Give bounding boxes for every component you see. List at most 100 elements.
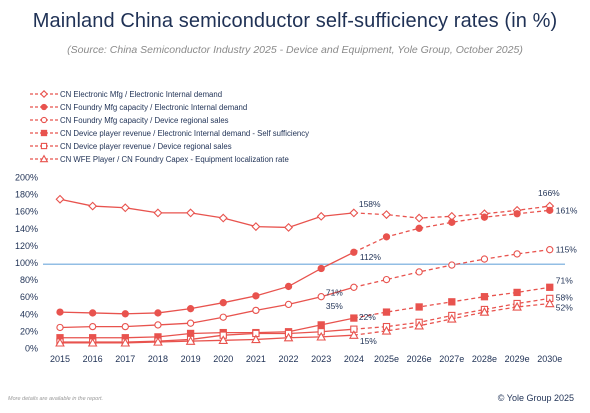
data-point xyxy=(414,213,424,223)
data-label: 115% xyxy=(556,245,578,255)
data-label: 71% xyxy=(556,275,573,285)
x-tick-label: 2016 xyxy=(83,354,103,364)
data-point xyxy=(381,325,392,335)
y-tick-label: 160% xyxy=(15,207,38,217)
y-tick-label: 0% xyxy=(25,344,38,354)
data-label: 58% xyxy=(556,292,573,302)
data-point xyxy=(284,222,294,232)
legend-item: CN Device player revenue / Electronic In… xyxy=(30,129,309,138)
y-tick-label: 200% xyxy=(15,173,38,183)
data-label: 35% xyxy=(326,301,343,311)
legend-item: CN WFE Player / CN Foundry Capex - Equip… xyxy=(30,154,289,164)
series-4 xyxy=(56,283,554,342)
data-label: 112% xyxy=(360,252,382,262)
data-point xyxy=(349,208,359,218)
data-point xyxy=(252,306,260,315)
data-point xyxy=(153,208,163,218)
data-point xyxy=(415,268,423,276)
data-point xyxy=(513,288,521,297)
data-point xyxy=(382,308,391,316)
x-tick-label: 2017 xyxy=(115,354,135,364)
x-tick-label: 2019 xyxy=(181,354,201,364)
data-point xyxy=(186,305,195,313)
data-point xyxy=(121,310,129,318)
series-line-actual xyxy=(59,198,354,229)
data-point xyxy=(316,211,326,221)
y-tick-label: 140% xyxy=(15,224,38,234)
legend-label: CN Foundry Mfg capacity / Electronic Int… xyxy=(60,103,247,112)
data-point xyxy=(186,208,196,218)
data-point xyxy=(251,222,261,232)
data-point xyxy=(154,321,162,329)
data-point xyxy=(350,283,358,291)
data-point xyxy=(121,322,129,331)
series-3 xyxy=(56,246,554,332)
data-point xyxy=(89,309,97,317)
legend-item: CN Foundry Mfg capacity / Electronic Int… xyxy=(30,103,247,112)
y-tick-label: 180% xyxy=(15,190,38,200)
data-label: 161% xyxy=(556,205,578,215)
chart-subtitle: (Source: China Semiconductor Industry 20… xyxy=(67,44,523,56)
copyright: © Yole Group 2025 xyxy=(497,393,574,403)
series-line-actual xyxy=(60,328,354,343)
data-point xyxy=(87,337,98,347)
data-point xyxy=(480,293,489,301)
data-point xyxy=(252,292,260,300)
data-point xyxy=(382,210,391,220)
y-tick-label: 40% xyxy=(20,309,38,319)
data-point xyxy=(284,300,293,309)
data-label: 52% xyxy=(556,303,573,313)
data-point xyxy=(448,261,456,269)
data-point xyxy=(512,301,522,311)
data-point xyxy=(546,246,554,254)
footnote: More details are available in the report… xyxy=(8,396,104,402)
data-point xyxy=(415,303,423,311)
data-point xyxy=(448,218,456,226)
data-point xyxy=(55,337,65,347)
data-point xyxy=(40,90,48,98)
data-point xyxy=(186,319,195,327)
data-point xyxy=(317,321,325,329)
data-label: 22% xyxy=(359,312,376,322)
data-point xyxy=(317,264,325,273)
x-tick-label: 2029e xyxy=(505,354,530,364)
data-point xyxy=(40,142,48,150)
series-line-actual xyxy=(59,286,355,329)
legend-label: CN Foundry Mfg capacity / Device regiona… xyxy=(60,116,229,125)
data-point xyxy=(219,299,227,307)
series-layer xyxy=(55,194,555,347)
data-point xyxy=(480,213,489,221)
series-line-actual xyxy=(60,317,354,339)
axes: 0% 20% 40% 60% 80% 100% 120% 140% 160% 180% 200% 20… xyxy=(15,173,565,364)
data-point xyxy=(120,203,130,213)
x-tick-label: 2018 xyxy=(148,354,168,364)
data-label: 158% xyxy=(359,199,381,209)
data-point xyxy=(480,255,489,263)
x-tick-label: 2026e xyxy=(407,354,432,364)
data-point xyxy=(185,336,196,345)
data-point xyxy=(415,224,423,232)
legend-item: CN Device player revenue / Device region… xyxy=(30,142,232,151)
x-tick-label: 2021 xyxy=(246,354,266,364)
series-6 xyxy=(55,298,555,347)
data-label: 15% xyxy=(360,336,377,346)
data-point xyxy=(219,313,227,321)
data-point xyxy=(120,337,131,347)
data-point xyxy=(382,275,391,284)
data-point xyxy=(186,329,195,338)
data-point xyxy=(153,336,163,346)
data-label: 166% xyxy=(538,188,560,198)
x-tick-label: 2023 xyxy=(311,354,331,364)
y-tick-label: 20% xyxy=(20,326,38,336)
x-tick-label: 2028e xyxy=(472,354,497,364)
series-1 xyxy=(55,194,555,232)
data-labels: 158% 166% 112% 161% 71% 115% 35% 71% 22% 58% 15% 52… xyxy=(326,188,578,346)
data-point xyxy=(513,250,521,258)
x-tick-label: 2025e xyxy=(374,354,399,364)
legend-label: CN Device player revenue / Electronic In… xyxy=(60,129,309,138)
legend-label: CN Device player revenue / Device region… xyxy=(60,142,232,151)
x-tick-label: 2015 xyxy=(50,354,70,364)
x-tick-label: 2022 xyxy=(279,354,299,364)
y-tick-label: 60% xyxy=(20,292,38,302)
data-point xyxy=(479,307,490,316)
